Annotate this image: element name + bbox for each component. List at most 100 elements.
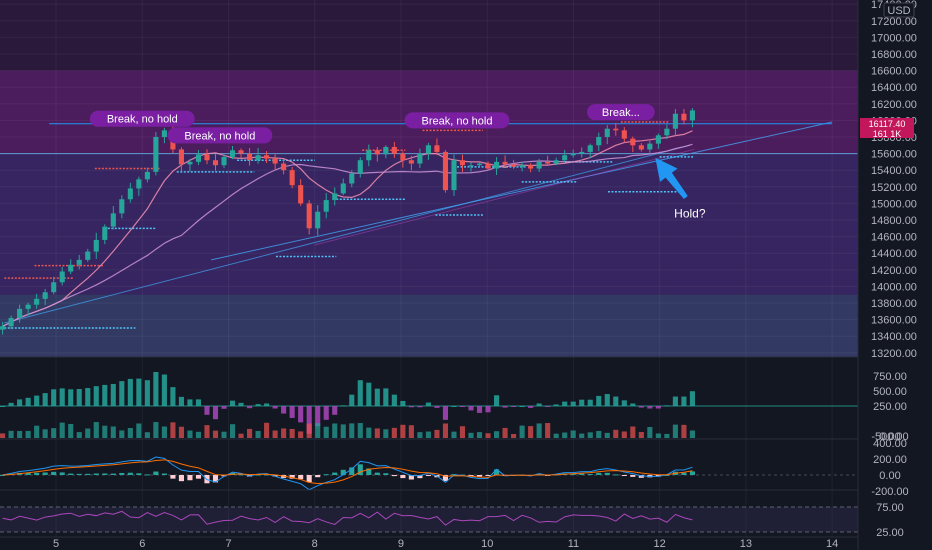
macd-histogram-bar [110, 473, 116, 475]
macd-histogram-bar [93, 473, 99, 475]
momentum-bar [536, 403, 542, 406]
candle-body [289, 170, 295, 186]
candle-body [161, 130, 167, 137]
price-tick-label: 17200.00 [871, 16, 917, 28]
macd-histogram-bar [195, 475, 202, 479]
volume-bar [247, 428, 253, 438]
volume-bar [476, 432, 483, 438]
momentum-bar [485, 406, 491, 413]
momentum-bar [638, 406, 644, 408]
volume-bar [434, 429, 440, 438]
candle-body [545, 161, 551, 164]
volume-bar [664, 433, 670, 438]
currency-label: USD [887, 5, 910, 17]
volume-bar [613, 429, 619, 438]
volume-bar [374, 428, 380, 438]
macd-histogram-bar [42, 472, 48, 475]
macd-panel [0, 456, 858, 491]
macd-histogram-bar [161, 473, 167, 475]
volume-bar [102, 425, 108, 438]
candle-body [383, 146, 389, 155]
volume-bar [596, 430, 602, 438]
momentum-bar [332, 406, 338, 415]
macd-histogram-bar [25, 472, 31, 475]
macd-histogram-bar [630, 475, 636, 477]
volume-bar [51, 428, 57, 438]
currency-badge[interactable] [883, 2, 915, 18]
macd-histogram-bar [85, 473, 91, 475]
time-tick-label: 11 [568, 538, 579, 550]
momentum-bar [340, 405, 346, 407]
momentum-bar [93, 386, 99, 406]
candle-body [323, 200, 329, 212]
candle-body [425, 145, 431, 154]
volume-bar [519, 425, 525, 438]
macd-histogram-bar [613, 474, 619, 476]
momentum-bar [630, 403, 636, 406]
annotation-label: Break, no hold [184, 130, 255, 142]
trendline-rising [211, 121, 833, 261]
price-tick-label: 13600.00 [871, 315, 917, 327]
volume-bar [383, 429, 389, 438]
candle-body [553, 160, 559, 164]
momentum-bar [238, 402, 244, 406]
price-zone-upper [0, 0, 858, 71]
momentum-bar [587, 399, 593, 406]
momentum-bar [306, 406, 312, 434]
candle-body [519, 165, 525, 167]
momentum-bar [664, 405, 670, 407]
oscillator-panel [0, 372, 858, 438]
volume-bar [502, 427, 508, 438]
macd-signal-line [2, 459, 693, 484]
price-tick-label: 17000.00 [871, 32, 917, 44]
momentum-bar [417, 406, 423, 408]
volume-bar [451, 431, 457, 438]
candle-body [42, 292, 48, 299]
candle-body [34, 298, 40, 305]
macd-histogram-bar [323, 474, 329, 476]
hold-callout: Hold? [655, 157, 706, 221]
candle-body [417, 153, 423, 164]
macd-histogram-bar [689, 471, 695, 475]
candle-body [315, 211, 321, 229]
candle-body [204, 154, 210, 161]
candle-body [272, 158, 278, 164]
momentum-bar [672, 396, 678, 406]
momentum-bar [119, 381, 125, 406]
momentum-bar [442, 406, 449, 420]
candle-body [247, 153, 253, 161]
volume-bar [332, 423, 338, 438]
macd-histogram-bar [144, 474, 150, 476]
candle-body [68, 264, 74, 272]
moving-average-fast [2, 130, 693, 327]
volume-bar [442, 423, 449, 438]
rsi-tick-label: 75.00 [876, 502, 904, 514]
momentum-bar [621, 400, 627, 406]
macd-histogram-bar [468, 475, 474, 477]
momentum-bar [255, 404, 261, 406]
momentum-bar [178, 396, 184, 406]
candle-body [638, 145, 644, 150]
volume-bar [153, 422, 159, 438]
volume-bar [136, 423, 142, 438]
volume-bar [170, 422, 176, 438]
candle-body [127, 188, 133, 200]
volume-bar [400, 424, 406, 438]
price-tick-label: 15400.00 [871, 165, 917, 177]
momentum-bar [212, 406, 219, 420]
callout-arrow [655, 157, 688, 199]
volume-bar [366, 427, 372, 438]
candle-body [459, 160, 466, 166]
volume-bar [229, 424, 236, 438]
macd-histogram-bar [391, 475, 397, 477]
macd-histogram-bar [34, 472, 40, 475]
macd-histogram-bar [212, 475, 219, 483]
volume-bar [85, 428, 91, 438]
candle-body [8, 317, 14, 327]
candle-body [374, 150, 380, 155]
momentum-bar [0, 406, 6, 407]
momentum-bar [553, 404, 559, 406]
macd-histogram-bar [272, 475, 278, 477]
volume-bar [408, 425, 414, 438]
